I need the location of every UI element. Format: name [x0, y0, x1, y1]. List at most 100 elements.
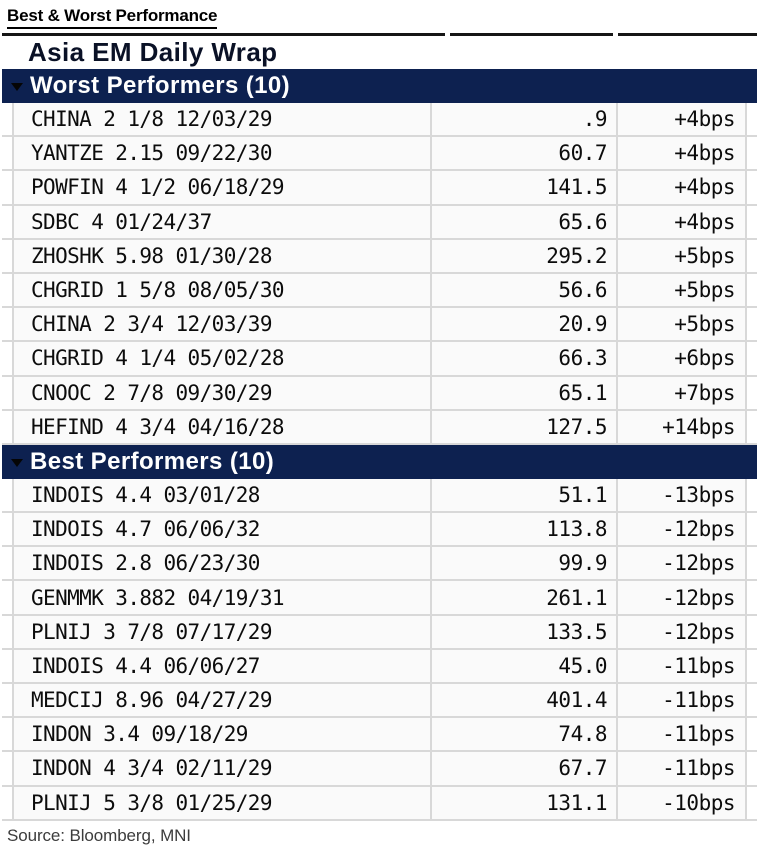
change-cell: +6bps — [616, 342, 747, 375]
change-cell: -10bps — [616, 786, 747, 819]
row-spacer — [2, 478, 12, 512]
bond-name-cell: INDOIS 4.4 06/06/27 — [12, 649, 432, 682]
price-cell: 401.4 — [546, 688, 607, 713]
table-row: INDOIS 4.7 06/06/32 113.8 -12bps — [2, 513, 757, 548]
row-spacer — [2, 684, 12, 717]
price-cell: 74.8 — [558, 722, 607, 747]
price-cell: .9 — [582, 107, 608, 132]
change-cell: -11bps — [616, 649, 747, 682]
price-cell: 295.2 — [546, 243, 607, 268]
row-spacer — [747, 615, 757, 648]
row-spacer — [747, 752, 757, 785]
row-spacer — [747, 718, 757, 751]
row-spacer — [2, 615, 12, 648]
table-row: CHGRID 1 5/8 08/05/30 56.6 +5bps — [2, 273, 757, 309]
table-row: CHGRID 4 1/4 05/02/28 66.3 +6bps — [2, 342, 757, 377]
row-spacer — [2, 649, 12, 682]
page-title: Best & Worst Performance — [7, 6, 217, 29]
bond-name-cell: INDOIS 2.8 06/23/30 — [12, 547, 432, 580]
table-row: CNOOC 2 7/8 09/30/29 65.1 +7bps — [2, 376, 757, 411]
row-spacer — [747, 239, 757, 272]
row-spacer — [2, 410, 12, 443]
table-title-row: Asia EM Daily Wrap — [0, 36, 762, 69]
table-row: CHINA 2 3/4 12/03/39 20.9 +5bps — [2, 308, 757, 343]
bond-name-cell: MEDCIJ 8.96 04/27/29 — [12, 684, 432, 717]
table-row: ZHOSHK 5.98 01/30/28 295.2 +5bps — [2, 239, 757, 274]
table-row: POWFIN 4 1/2 06/18/29 141.5 +4bps — [2, 171, 757, 206]
row-spacer — [747, 513, 757, 546]
table-row: CHINA 2 1/8 12/03/29 .9 +4bps — [2, 103, 757, 138]
row-spacer — [747, 273, 757, 307]
row-spacer — [747, 478, 757, 512]
row-spacer — [2, 786, 12, 819]
row-spacer — [747, 171, 757, 204]
section-label: Worst Performers (10) — [30, 72, 291, 99]
bond-name-cell: CHINA 2 1/8 12/03/29 — [12, 103, 432, 136]
table-row: INDON 4 3/4 02/11/29 67.7 -11bps — [2, 752, 757, 787]
price-cell: 20.9 — [558, 312, 607, 337]
price-cell: 56.6 — [558, 278, 607, 303]
price-cell: 67.7 — [558, 756, 607, 781]
performance-table: Worst Performers (10) CHINA 2 1/8 12/03/… — [0, 69, 762, 821]
row-spacer — [747, 410, 757, 443]
bond-name-cell: INDON 4 3/4 02/11/29 — [12, 752, 432, 785]
change-cell: +4bps — [616, 103, 747, 136]
table-row: MEDCIJ 8.96 04/27/29 401.4 -11bps — [2, 684, 757, 719]
bond-name-cell: HEFIND 4 3/4 04/16/28 — [12, 410, 432, 443]
row-spacer — [747, 308, 757, 341]
bond-name-cell: CHINA 2 3/4 12/03/39 — [12, 308, 432, 341]
price-cell: 127.5 — [546, 414, 607, 439]
price-cell: 131.1 — [546, 790, 607, 815]
price-cell: 65.6 — [558, 209, 607, 234]
row-spacer — [747, 684, 757, 717]
price-cell: 45.0 — [558, 653, 607, 678]
change-cell: -12bps — [616, 547, 747, 580]
row-spacer — [747, 786, 757, 819]
price-cell: 133.5 — [546, 619, 607, 644]
change-cell: -11bps — [616, 752, 747, 785]
bond-name-cell: INDOIS 4.4 03/01/28 — [12, 478, 432, 512]
table-row: INDOIS 4.4 03/01/28 51.1 -13bps — [2, 478, 757, 514]
price-cell: 113.8 — [546, 517, 607, 542]
row-spacer — [2, 137, 12, 170]
change-cell: +4bps — [616, 205, 747, 238]
row-spacer — [2, 171, 12, 204]
row-spacer — [747, 137, 757, 170]
heading-row: Best & Worst Performance — [0, 0, 762, 31]
bond-name-cell: CHGRID 1 5/8 08/05/30 — [12, 273, 432, 307]
row-spacer — [2, 376, 12, 409]
bond-name-cell: SDBC 4 01/24/37 — [12, 205, 432, 238]
row-spacer — [747, 547, 757, 580]
table-title: Asia EM Daily Wrap — [28, 37, 278, 67]
row-spacer — [747, 103, 757, 136]
row-spacer — [2, 308, 12, 341]
section-header-best: Best Performers (10) — [2, 444, 757, 479]
row-spacer — [747, 376, 757, 409]
bond-name-cell: GENMMK 3.882 04/19/31 — [12, 581, 432, 614]
price-cell: 261.1 — [546, 585, 607, 610]
row-spacer — [2, 205, 12, 238]
table-row: HEFIND 4 3/4 04/16/28 127.5 +14bps — [2, 410, 757, 445]
change-cell: +7bps — [616, 376, 747, 409]
table-row: INDON 3.4 09/18/29 74.8 -11bps — [2, 718, 757, 753]
bond-name-cell: INDON 3.4 09/18/29 — [12, 718, 432, 751]
bond-name-cell: PLNIJ 5 3/8 01/25/29 — [12, 786, 432, 819]
bond-name-cell: PLNIJ 3 7/8 07/17/29 — [12, 615, 432, 648]
collapse-triangle-icon[interactable] — [11, 458, 23, 467]
change-cell: -11bps — [616, 718, 747, 751]
table-row: YANTZE 2.15 09/22/30 60.7 +4bps — [2, 137, 757, 172]
price-cell: 141.5 — [546, 175, 607, 200]
row-spacer — [2, 581, 12, 614]
row-spacer — [2, 273, 12, 307]
change-cell: +4bps — [616, 137, 747, 170]
collapse-triangle-icon[interactable] — [11, 83, 23, 91]
bond-name-cell: INDOIS 4.7 06/06/32 — [12, 513, 432, 546]
change-cell: +5bps — [616, 308, 747, 341]
rule-segment — [450, 33, 613, 36]
change-cell: +5bps — [616, 239, 747, 272]
row-spacer — [747, 205, 757, 238]
change-cell: +5bps — [616, 273, 747, 307]
price-cell: 60.7 — [558, 141, 607, 166]
change-cell: -11bps — [616, 684, 747, 717]
table-row: SDBC 4 01/24/37 65.6 +4bps — [2, 205, 757, 240]
